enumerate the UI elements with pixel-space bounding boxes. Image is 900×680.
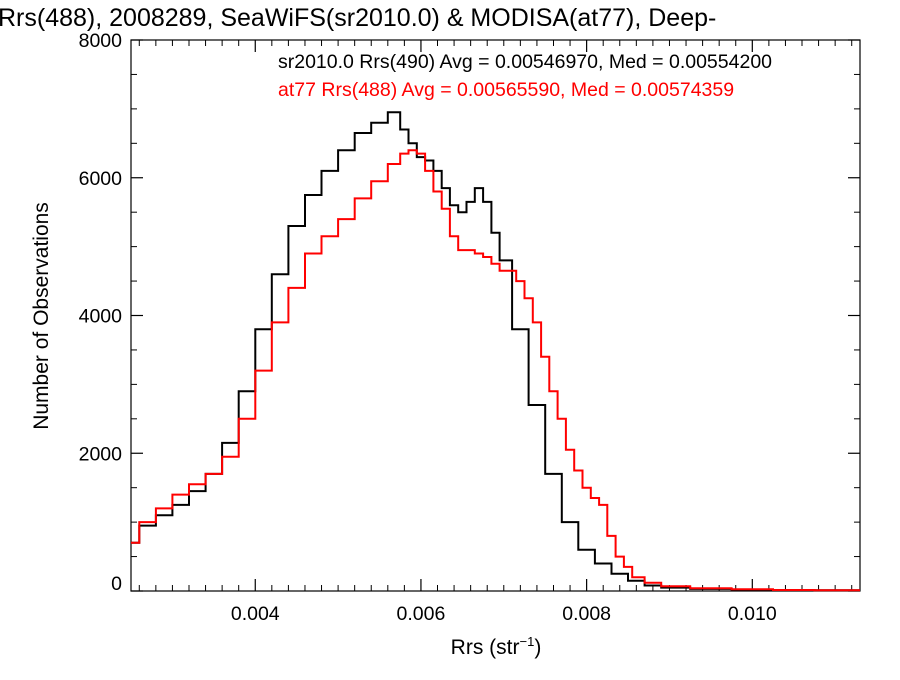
axis-ticks bbox=[131, 39, 860, 592]
x-axis-label-text: Rrs (str bbox=[451, 636, 520, 659]
x-axis-label-superscript: −1 bbox=[520, 634, 535, 649]
series-lines bbox=[131, 111, 860, 592]
y-tick-label: 4000 bbox=[79, 306, 123, 328]
y-tick-label: 0 bbox=[111, 573, 122, 595]
x-tick-label: 0.004 bbox=[231, 603, 280, 625]
x-tick-label: 0.008 bbox=[562, 603, 611, 625]
legend-entry-at77: at77 Rrs(488) Avg = 0.00565590, Med = 0.… bbox=[278, 79, 734, 101]
x-tick-label: 0.006 bbox=[397, 603, 446, 625]
series-line-at77 bbox=[131, 149, 860, 592]
x-axis-label: Rrs (str−1) bbox=[451, 634, 542, 659]
legend-entry-sr2010: sr2010.0 Rrs(490) Avg = 0.00546970, Med … bbox=[278, 51, 772, 73]
chart-title: Rrs(488), 2008289, SeaWiFS(sr2010.0) & M… bbox=[0, 4, 716, 32]
y-tick-label: 8000 bbox=[79, 30, 123, 52]
y-axis-label: Number of Observations bbox=[30, 202, 53, 430]
plot-frame bbox=[130, 39, 861, 592]
x-axis-label-close: ) bbox=[534, 636, 541, 659]
series-line-sr2010 bbox=[131, 111, 860, 592]
y-tick-label: 6000 bbox=[79, 168, 123, 190]
axis-tick-labels: 0.004 0.006 0.008 0.010 0 2000 4000 6000 8000 bbox=[79, 30, 777, 625]
x-tick-label: 0.010 bbox=[728, 603, 777, 625]
y-tick-label: 2000 bbox=[79, 443, 123, 465]
